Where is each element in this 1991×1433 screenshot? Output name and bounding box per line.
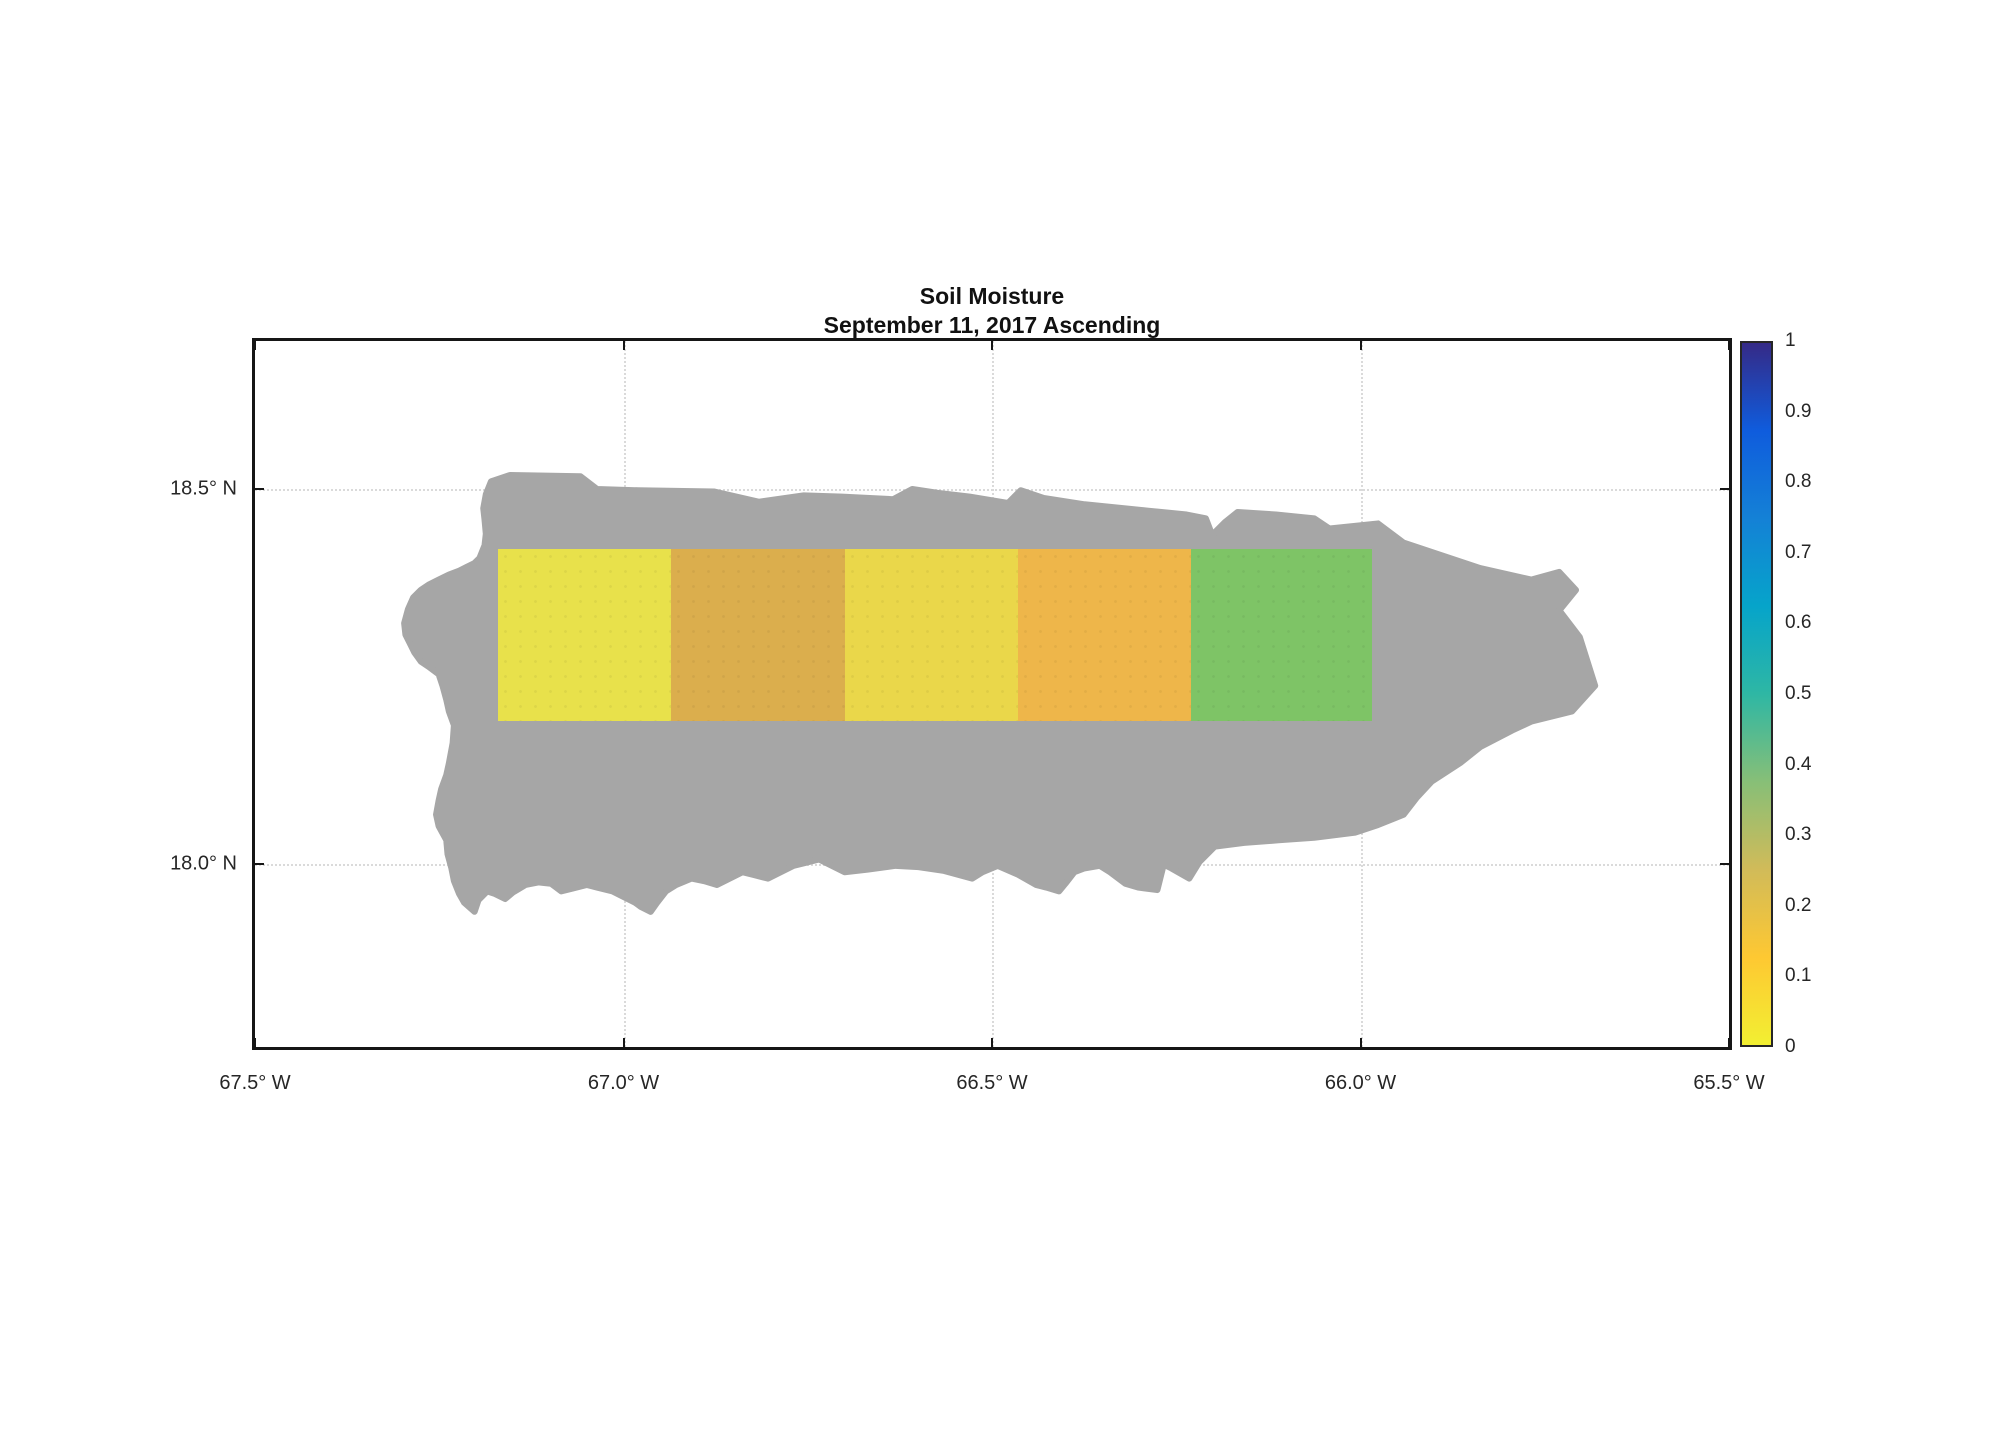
soil-moisture-cell [1190,549,1372,722]
colorbar-tick-label: 0.1 [1785,965,1812,987]
x-tick-label: 67.5° W [219,1072,291,1094]
chart-title: Soil Moisture [919,283,1065,309]
y-tick-mark [1720,488,1729,491]
colorbar-tick-label: 0.6 [1785,612,1812,634]
y-gridline [255,489,1729,492]
colorbar [1740,341,1773,1047]
x-tick-mark [991,1038,993,1047]
colorbar-tick-label: 0.4 [1785,753,1812,775]
soil-moisture-cell [671,549,845,722]
x-tick-label: 66.0° W [1324,1072,1397,1094]
x-tick-label: 66.5° W [956,1072,1028,1094]
soil-moisture-cell [1017,549,1191,722]
y-tick-label: 18.0° N [170,852,237,875]
map-plot-area [255,341,1729,1047]
y-tick-label: 18.5° N [170,477,237,500]
soil-moisture-cell [844,549,1018,722]
x-tick-mark [255,1038,256,1047]
colorbar-tick-label: 0.9 [1785,400,1812,422]
x-tick-label: 65.5° W [1693,1072,1765,1094]
y-tick-mark [255,862,264,865]
x-tick-mark [1728,341,1729,350]
x-tick-mark [1728,1038,1729,1047]
colorbar-tick-label: 1 [1785,330,1796,351]
x-tick-mark [622,1038,625,1047]
colorbar-tick-label: 0.5 [1785,683,1812,704]
x-tick-mark [1359,1038,1362,1047]
x-tick-mark [255,341,256,350]
x-tick-mark [991,341,993,350]
y-tick-mark [255,488,264,491]
colorbar-tick-label: 0.2 [1785,894,1812,916]
colorbar-tick-label: 0.3 [1785,824,1812,846]
colorbar-tick-label: 0.7 [1785,541,1812,563]
title-block: Soil Moisture September 11, 2017 Ascendi… [255,282,1729,340]
chart-subtitle: September 11, 2017 Ascending [823,312,1161,338]
colorbar-tick-label: 0.8 [1785,471,1812,493]
x-tick-label: 67.0° W [587,1072,660,1094]
x-tick-mark [622,341,625,350]
colorbar-tick-label: 0 [1785,1036,1796,1057]
x-tick-mark [1359,341,1362,350]
soil-moisture-cell [498,549,672,722]
y-tick-mark [1720,862,1729,865]
